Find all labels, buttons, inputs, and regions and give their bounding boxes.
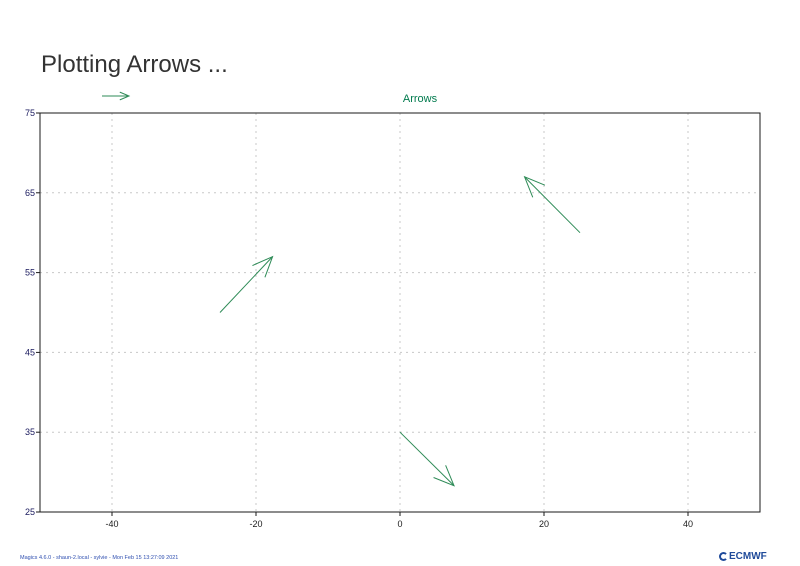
ecmwf-logo-text: ECMWF	[729, 551, 767, 562]
legend-arrow-mark	[102, 91, 131, 101]
x-tick-label: -20	[249, 519, 262, 529]
y-tick-label: 35	[25, 427, 35, 437]
arrow-head	[523, 175, 546, 198]
arrow-shaft	[524, 176, 581, 234]
axis-ticks: -40 -20 0 20 40 25 35 45 55 65 75	[25, 108, 693, 529]
y-tick-label: 45	[25, 347, 35, 357]
arrow-head	[433, 465, 455, 487]
arrow-shaft	[399, 431, 455, 487]
data-arrow	[219, 255, 274, 313]
arrow-head	[252, 255, 274, 278]
y-tick-label: 75	[25, 108, 35, 118]
data-arrow	[523, 175, 581, 234]
x-tick-label: 40	[683, 519, 693, 529]
x-tick-label: 20	[539, 519, 549, 529]
ecmwf-logo-icon	[719, 552, 728, 561]
data-arrow	[399, 431, 455, 487]
page-title: Plotting Arrows ...	[41, 51, 228, 78]
x-tick-label: -40	[105, 519, 118, 529]
arrow-shaft	[219, 256, 273, 313]
y-tick-label: 55	[25, 268, 35, 278]
ecmwf-logo: ECMWF	[719, 551, 767, 562]
y-tick-label: 25	[25, 507, 35, 517]
chart-title: Arrows	[403, 93, 438, 105]
grid-lines	[40, 113, 760, 512]
arrow-head	[119, 91, 131, 101]
arrow-series	[219, 175, 581, 487]
footer-text: Magics 4.6.0 - shaun-2.local - sylvie - …	[20, 555, 179, 561]
legend-arrow	[102, 91, 131, 101]
y-tick-label: 65	[25, 188, 35, 198]
x-tick-label: 0	[397, 519, 402, 529]
